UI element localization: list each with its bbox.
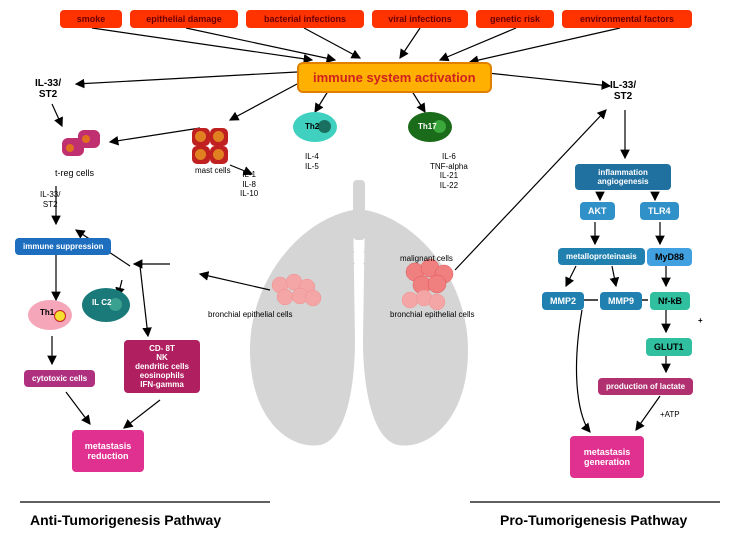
akt-box: AKT — [580, 202, 615, 220]
metastasis-reduction-box: metastasis reduction — [72, 430, 144, 472]
anti-pathway-label: Anti-Tumorigenesis Pathway — [30, 512, 221, 528]
immune-activation-box: immune system activation — [297, 62, 492, 93]
factor-environmental: environmental factors — [562, 10, 692, 28]
th2-cytokines: IL-4IL-5 — [305, 152, 319, 171]
nfkb-box: Nf-kB — [650, 292, 690, 310]
plus-label: + — [698, 316, 703, 326]
ilc2-label: IL C2 — [92, 298, 111, 308]
cytotoxic-box: cytotoxic cells — [24, 370, 95, 387]
il33-mid-label: IL-33/ ST2 — [40, 190, 60, 209]
pro-pathway-label: Pro-Tumorigenesis Pathway — [500, 512, 687, 528]
mast-label: mast cells — [195, 166, 231, 176]
immune-suppression-box: immune suppression — [15, 238, 111, 255]
mmp9-box: MMP9 — [600, 292, 642, 310]
factor-smoke: smoke — [60, 10, 122, 28]
th2-label: Th2 — [305, 122, 319, 132]
mast-cytokines: IL-1IL-8IL-10 — [240, 170, 258, 199]
tlr4-box: TLR4 — [640, 202, 679, 220]
bronchial-left-label: bronchial epithelial cells — [208, 310, 293, 320]
treg-label: t-reg cells — [55, 168, 94, 178]
factor-bacterial: bacterial infections — [246, 10, 364, 28]
il33-right-label: IL-33/ ST2 — [610, 80, 636, 102]
mmp2-box: MMP2 — [542, 292, 584, 310]
factor-genetic: genetic risk — [476, 10, 554, 28]
inflammation-box: inflammationangiogenesis — [575, 164, 671, 190]
metalloproteinasis-box: metalloproteinasis — [558, 248, 645, 265]
bronchial-right-label: bronchial epithelial cells — [390, 310, 475, 320]
cells-right-mal — [406, 259, 453, 294]
malignant-label: malignant cells — [400, 254, 453, 264]
glut1-box: GLUT1 — [646, 338, 692, 356]
il33-left-label: IL-33/ ST2 — [35, 78, 61, 100]
th17-label: Th17 — [418, 122, 437, 132]
atp-label: +ATP — [660, 410, 680, 420]
cells-right-epi — [402, 290, 445, 310]
lactate-box: production of lactate — [598, 378, 693, 395]
th1-label: Th1 — [40, 308, 54, 318]
th17-cytokines: IL-6TNF-alphaIL-21IL-22 — [430, 152, 468, 190]
cells-left — [272, 274, 321, 306]
cd8-box: CD- 8TNKdendritic cellseosinophilsIFN-ga… — [124, 340, 200, 393]
metastasis-generation-box: metastasis generation — [570, 436, 644, 478]
factor-epithelial: epithelial damage — [130, 10, 238, 28]
factor-viral: viral infections — [372, 10, 468, 28]
myd88-box: MyD88 — [647, 248, 692, 266]
